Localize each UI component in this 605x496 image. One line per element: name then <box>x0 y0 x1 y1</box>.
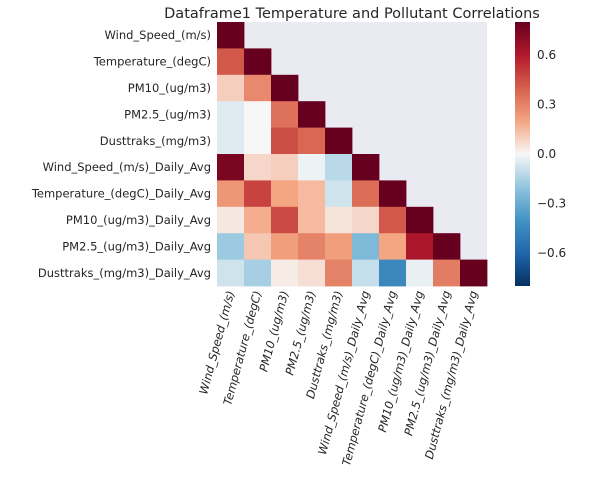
heatmap-cell <box>244 48 272 76</box>
heatmap-cell <box>352 259 380 287</box>
heatmap-cell <box>217 74 245 102</box>
heatmap-cell <box>217 206 245 234</box>
heatmap-cell <box>271 180 299 208</box>
heatmap-cell <box>217 154 245 181</box>
colorbar-tick-label: 0.6 <box>537 48 556 62</box>
colorbar-tick-label: 0.0 <box>537 147 556 161</box>
colorbar <box>515 22 530 286</box>
heatmap-cell <box>217 127 245 155</box>
heatmap-cell <box>244 101 272 128</box>
colorbar-tick-label: −0.6 <box>537 246 566 260</box>
heatmap-cell <box>298 127 326 155</box>
heatmap-cell <box>244 180 272 208</box>
heatmap-cell <box>298 259 326 287</box>
heatmap-cell <box>271 101 299 128</box>
heatmap-cell <box>217 22 245 49</box>
y-tick-label: PM10_(ug/m3)_Daily_Avg <box>66 213 211 227</box>
heatmap-cell <box>352 233 380 260</box>
heatmap-cell <box>298 206 326 234</box>
heatmap-cell <box>271 233 299 260</box>
heatmap-cell <box>244 206 272 234</box>
y-tick-label: Dusttraks_(mg/m3) <box>100 134 211 148</box>
y-tick-label: PM2.5_(ug/m3) <box>124 107 211 121</box>
y-tick-label: Temperature_(degC)_Daily_Avg <box>31 187 211 201</box>
heatmap-cell <box>271 74 299 102</box>
heatmap-cell <box>379 206 407 234</box>
x-axis-labels: Wind_Speed_(m/s)Temperature_(degC)PM10_(… <box>196 289 480 467</box>
heatmap-cell <box>352 206 380 234</box>
y-tick-label: Wind_Speed_(m/s)_Daily_Avg <box>43 160 211 174</box>
heatmap-cell <box>244 127 272 155</box>
heatmap-cell <box>244 74 272 102</box>
heatmap-cell <box>460 259 488 287</box>
y-tick-label: Wind_Speed_(m/s) <box>105 28 212 42</box>
heatmap-cell <box>433 233 461 260</box>
heatmap-cell <box>298 233 326 260</box>
heatmap-cell <box>271 259 299 287</box>
heatmap-cell <box>352 180 380 208</box>
heatmap-cell <box>217 259 245 287</box>
heatmap-cell <box>325 259 353 287</box>
heatmap-cell <box>298 154 326 181</box>
heatmap-cell <box>217 101 245 128</box>
heatmap-cell <box>406 206 434 234</box>
heatmap-cell <box>379 233 407 260</box>
colorbar-ticks: 0.6 0.3 0.0 −0.3 −0.6 <box>537 48 566 260</box>
y-axis-labels: Wind_Speed_(m/s) Temperature_(degC) PM10_(… <box>31 28 211 280</box>
heatmap-cell <box>433 259 461 287</box>
heatmap-cell <box>406 259 434 287</box>
heatmap-cell <box>217 48 245 76</box>
heatmap-cell <box>244 233 272 260</box>
heatmap-cell <box>352 154 380 181</box>
chart-title: Dataframe1 Temperature and Pollutant Cor… <box>164 6 540 22</box>
heatmap-cell <box>325 127 353 155</box>
heatmap-cell <box>325 154 353 181</box>
heatmap-cell <box>271 127 299 155</box>
heatmap-cell <box>217 180 245 208</box>
heatmap-cell <box>379 180 407 208</box>
heatmap-cell <box>244 154 272 181</box>
heatmap-cell <box>298 101 326 128</box>
colorbar-tick-label: 0.3 <box>537 98 556 112</box>
y-tick-label: Temperature_(degC) <box>93 55 211 69</box>
heatmap-cell <box>271 154 299 181</box>
heatmap-cell <box>271 206 299 234</box>
heatmap-cell <box>325 233 353 260</box>
heatmap-cell <box>379 259 407 287</box>
heatmap-cell <box>325 180 353 208</box>
heatmap-cell <box>217 233 245 260</box>
y-tick-label: PM10_(ug/m3) <box>128 81 211 95</box>
heatmap-cells <box>217 22 488 287</box>
y-tick-label: Dusttraks_(mg/m3)_Daily_Avg <box>38 266 211 280</box>
colorbar-tick-label: −0.3 <box>537 197 566 211</box>
y-tick-label: PM2.5_(ug/m3)_Daily_Avg <box>62 239 211 253</box>
heatmap-cell <box>325 206 353 234</box>
heatmap-cell <box>298 180 326 208</box>
heatmap-cell <box>406 233 434 260</box>
heatmap-cell <box>244 259 272 287</box>
